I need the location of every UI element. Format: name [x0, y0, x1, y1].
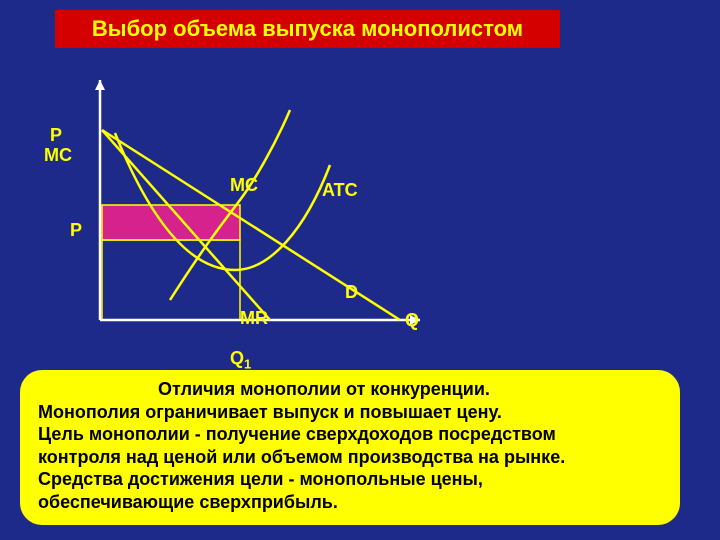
monopoly-chart: PMCPMCATCDMRQQ1 — [60, 70, 440, 350]
chart-label-mcy: MC — [44, 145, 72, 166]
chart-label-p: P — [50, 125, 62, 146]
explanation-line: обеспечивающие сверхприбыль. — [38, 491, 662, 514]
explanation-line: Монополия ограничивает выпуск и повышает… — [38, 401, 662, 424]
chart-label-atc: ATC — [322, 180, 358, 201]
explanation-line: Цель монополии - получение сверхдоходов … — [38, 423, 662, 446]
chart-label-pp: P — [70, 220, 82, 241]
explanation-body: Монополия ограничивает выпуск и повышает… — [38, 401, 662, 514]
chart-label-d: D — [345, 282, 358, 303]
chart-label-q: Q — [405, 310, 419, 331]
page-title: Выбор объема выпуска монополистом — [92, 16, 523, 42]
explanation-title: Отличия монополии от конкуренции. — [38, 378, 662, 401]
explanation-line: Средства достижения цели - монопольные ц… — [38, 468, 662, 491]
chart-label-mc: MC — [230, 175, 258, 196]
chart-label-mr: MR — [240, 308, 268, 329]
chart-label-q1: Q1 — [230, 348, 251, 372]
explanation-line: контроля над ценой или объемом производс… — [38, 446, 662, 469]
explanation-box: Отличия монополии от конкуренции. Монопо… — [20, 370, 680, 525]
title-bar: Выбор объема выпуска монополистом — [55, 10, 560, 48]
